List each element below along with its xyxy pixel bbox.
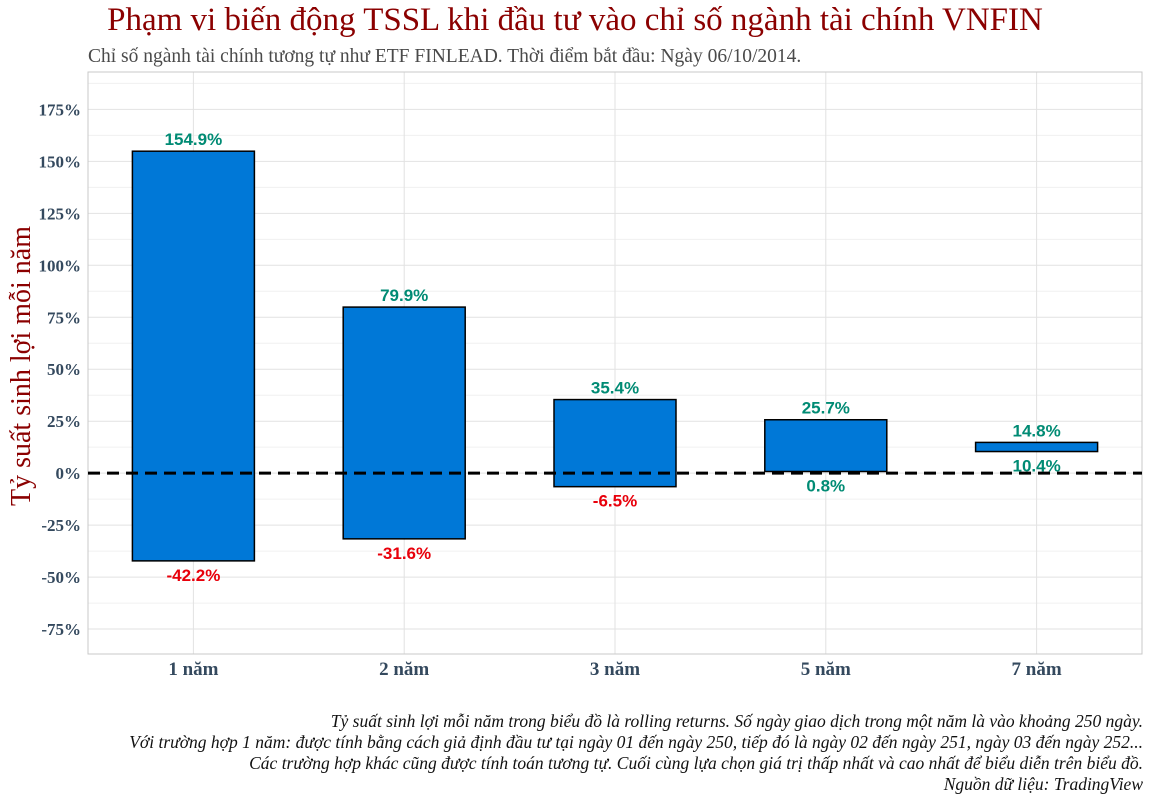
y-tick-label: 175% bbox=[39, 100, 82, 119]
x-tick-label: 1 năm bbox=[168, 659, 218, 680]
range-bar bbox=[974, 441, 1099, 453]
x-tick-label: 3 năm bbox=[590, 659, 640, 680]
min-value-label: -42.2% bbox=[166, 566, 220, 585]
y-tick-label: -50% bbox=[41, 568, 81, 587]
x-tick-label: 5 năm bbox=[801, 659, 851, 680]
y-tick-label: 100% bbox=[39, 256, 82, 275]
chart-subtitle: Chỉ số ngành tài chính tương tự như ETF … bbox=[88, 46, 802, 67]
min-value-label: 0.8% bbox=[806, 477, 845, 496]
y-tick-label: 75% bbox=[47, 308, 81, 327]
range-bar bbox=[764, 418, 888, 473]
source-note: Nguồn dữ liệu: TradingView bbox=[943, 774, 1143, 794]
range-bar bbox=[342, 306, 466, 540]
min-value-label: -6.5% bbox=[593, 492, 637, 511]
footnote-1: Tỷ suất sinh lợi mỗi năm trong biểu đồ l… bbox=[330, 711, 1143, 731]
footnotes: Tỷ suất sinh lợi mỗi năm trong biểu đồ l… bbox=[129, 711, 1143, 795]
plot-border bbox=[87, 71, 1143, 655]
max-value-label: 35.4% bbox=[591, 379, 639, 398]
bar-chart: -75% -50% -25% 0% 25% 50% 75% 100% 125% 150% 175% 1… bbox=[39, 71, 1143, 680]
y-tick-label: -75% bbox=[41, 620, 81, 639]
range-bar bbox=[131, 150, 256, 562]
y-tick-label: 50% bbox=[47, 360, 81, 379]
y-tick-label: 0% bbox=[56, 464, 82, 483]
chart-title: Phạm vi biến động TSSL khi đầu tư vào ch… bbox=[107, 2, 1043, 38]
x-tick-label: 2 năm bbox=[379, 659, 429, 680]
min-value-label: 10.4% bbox=[1012, 457, 1060, 476]
y-tick-label: 150% bbox=[39, 152, 82, 171]
footnote-2: Với trường hợp 1 năm: được tính bằng các… bbox=[129, 732, 1143, 752]
max-value-label: 14.8% bbox=[1012, 421, 1060, 440]
x-tick-label: 7 năm bbox=[1012, 659, 1062, 680]
min-value-label: -31.6% bbox=[377, 544, 431, 563]
y-tick-label: 125% bbox=[39, 204, 82, 223]
y-tick-label: -25% bbox=[41, 516, 81, 535]
y-tick-label: 25% bbox=[47, 412, 81, 431]
max-value-label: 79.9% bbox=[380, 286, 428, 305]
footnote-3: Các trường hợp khác cũng được tính toán … bbox=[249, 753, 1143, 773]
max-value-label: 25.7% bbox=[802, 399, 850, 418]
max-value-label: 154.9% bbox=[165, 130, 223, 149]
